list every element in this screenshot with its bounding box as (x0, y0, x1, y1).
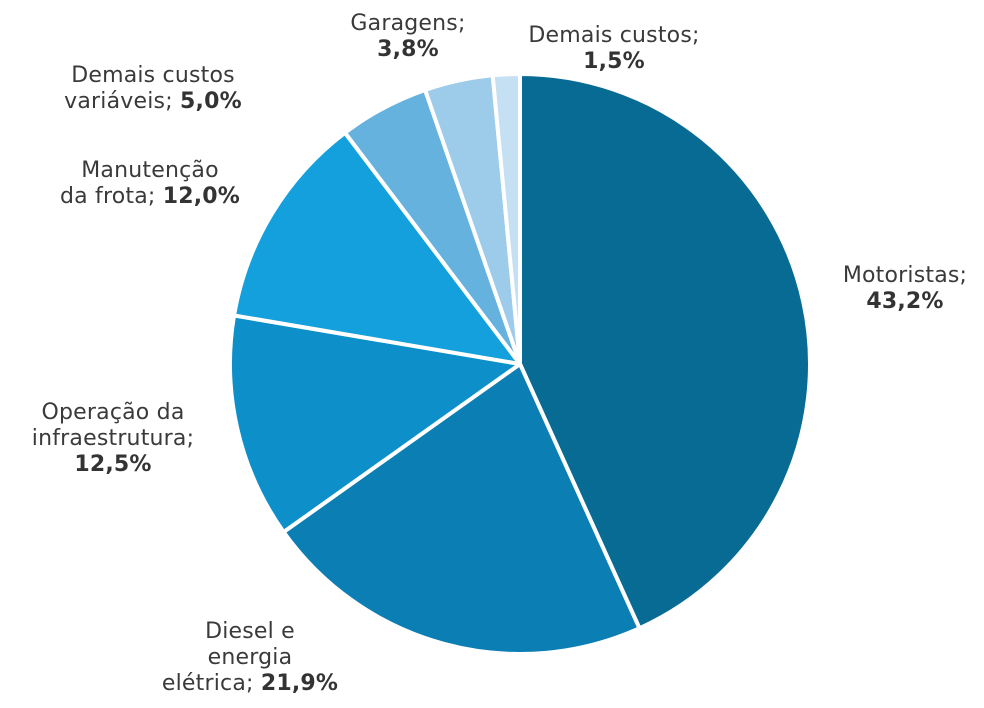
slice-label-text: Demais custos; (528, 23, 699, 48)
label-line: Motoristas; (843, 263, 967, 288)
slice-label-text: variáveis; (64, 89, 180, 114)
slice-value-label: 12,0% (163, 184, 240, 209)
label-demais-custos: Demais custos; 1,5% (528, 23, 699, 74)
slice-value-label: 3,8% (377, 37, 439, 62)
label-line: Demais custos; (528, 23, 699, 48)
label-line: Manutenção (81, 158, 219, 183)
label-operacao-infraestrutura: Operação da infraestrutura; 12,5% (32, 400, 194, 477)
label-line: Operação da (41, 400, 184, 425)
label-motoristas: Motoristas; 43,2% (843, 263, 967, 314)
slice-label-text: infraestrutura; (32, 426, 194, 451)
label-line: Diesel e (205, 619, 295, 644)
pie-labels: Motoristas; 43,2% Diesel e energia elétrica;… (32, 11, 967, 696)
slice-label-text: Manutenção (81, 158, 219, 183)
slice-value-label: 5,0% (180, 89, 242, 114)
slice-label-text: Diesel e (205, 619, 295, 644)
slice-value-label: 12,5% (74, 452, 151, 477)
label-manutencao-frota: Manutenção da frota; 12,0% (60, 158, 240, 209)
label-line: infraestrutura; (32, 426, 194, 451)
slice-manutencao-frota (232, 130, 522, 366)
label-line: da frota; 12,0% (60, 184, 240, 209)
slice-label-text: da frota; (60, 184, 163, 209)
slice-label-text: elétrica; (162, 671, 261, 696)
slice-label-text: Demais custos (71, 63, 235, 88)
label-line: 1,5% (583, 49, 645, 74)
label-demais-custos-variaveis: Demais custos variáveis; 5,0% (64, 63, 242, 114)
slice-diesel-energia (281, 362, 642, 656)
slice-label-text: Operação da (41, 400, 184, 425)
slice-demais-custos (490, 72, 522, 366)
label-garagens: Garagens; 3,8% (350, 11, 465, 62)
slice-value-label: 43,2% (866, 289, 943, 314)
slice-value-label: 1,5% (583, 49, 645, 74)
label-line: Demais custos (71, 63, 235, 88)
label-line: 3,8% (377, 37, 439, 62)
label-line: 43,2% (866, 289, 943, 314)
pie-slices (228, 72, 812, 656)
slice-label-text: energia (208, 645, 293, 670)
slice-operacao-infraestrutura (228, 313, 522, 535)
slice-label-text: Motoristas; (843, 263, 967, 288)
label-line: 12,5% (74, 452, 151, 477)
slice-motoristas (518, 72, 812, 631)
label-line: energia (208, 645, 293, 670)
slice-value-label: 21,9% (261, 671, 338, 696)
label-line: elétrica; 21,9% (162, 671, 338, 696)
label-line: Garagens; (350, 11, 465, 36)
slice-label-text: Garagens; (350, 11, 465, 36)
label-line: variáveis; 5,0% (64, 89, 242, 114)
label-diesel-energia: Diesel e energia elétrica; 21,9% (162, 619, 338, 696)
